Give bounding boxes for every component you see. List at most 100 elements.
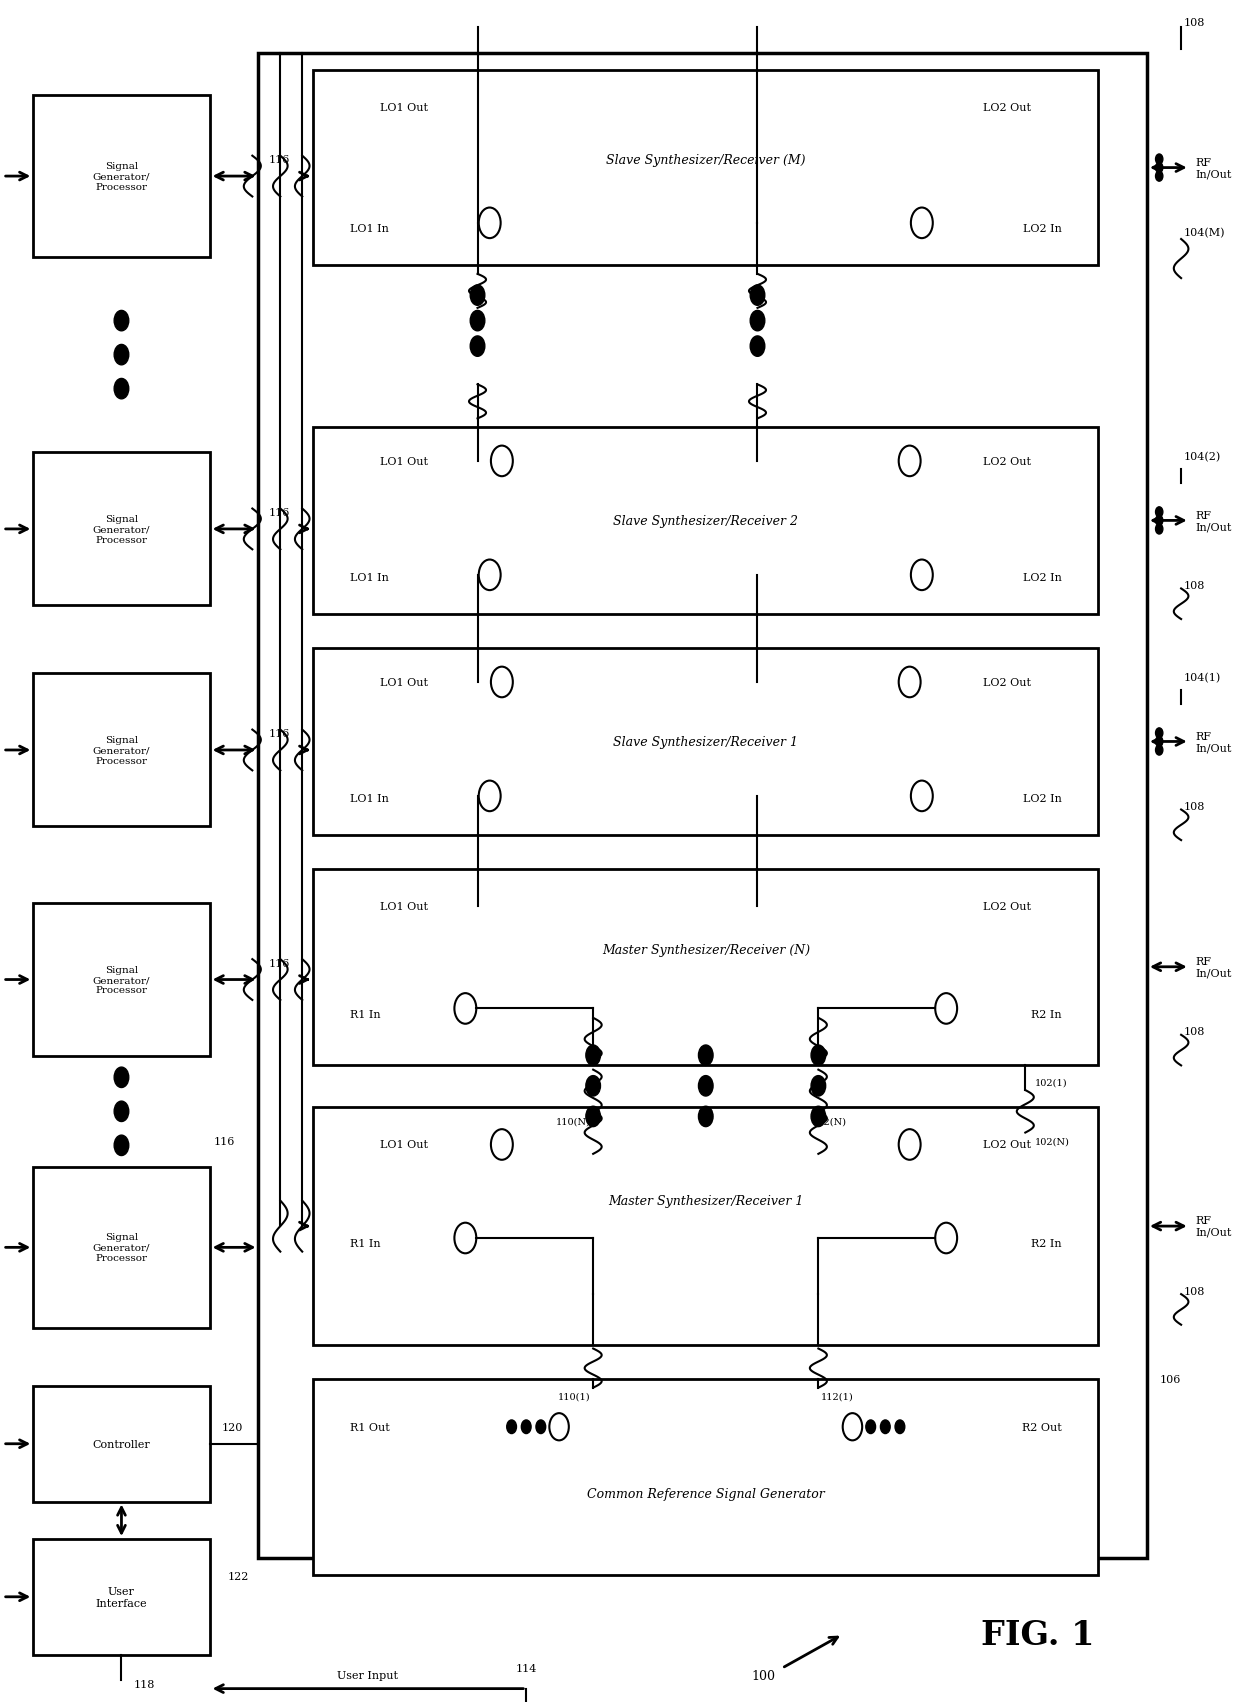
- Text: R1 Out: R1 Out: [350, 1422, 389, 1432]
- Text: 108: 108: [1183, 801, 1205, 812]
- Text: Master Synthesizer/Receiver (N): Master Synthesizer/Receiver (N): [601, 945, 810, 957]
- Bar: [33, 1540, 210, 1654]
- Text: Slave Synthesizer/Receiver 1: Slave Synthesizer/Receiver 1: [614, 735, 799, 748]
- Bar: [33, 904, 210, 1057]
- Text: 102(1): 102(1): [1035, 1078, 1068, 1086]
- Text: LO1 In: LO1 In: [350, 793, 388, 803]
- Circle shape: [470, 286, 485, 307]
- Text: LO1 In: LO1 In: [350, 223, 388, 234]
- Circle shape: [1156, 737, 1163, 747]
- Circle shape: [585, 1045, 600, 1066]
- Circle shape: [811, 1076, 826, 1096]
- Text: Slave Synthesizer/Receiver 2: Slave Synthesizer/Receiver 2: [614, 515, 799, 527]
- Text: User
Interface: User Interface: [95, 1586, 148, 1608]
- Text: 116: 116: [268, 958, 289, 968]
- Text: R2 In: R2 In: [1032, 1238, 1061, 1248]
- Text: 104(M): 104(M): [1183, 228, 1225, 239]
- Bar: [314, 1379, 1099, 1575]
- Text: LO1 Out: LO1 Out: [381, 1141, 428, 1149]
- Text: LO1 Out: LO1 Out: [381, 102, 428, 113]
- Bar: [258, 55, 1147, 1558]
- Text: LO2 In: LO2 In: [1023, 793, 1061, 803]
- Circle shape: [895, 1420, 905, 1434]
- Circle shape: [470, 336, 485, 356]
- Text: 116: 116: [268, 728, 289, 738]
- Text: Signal
Generator/
Processor: Signal Generator/ Processor: [93, 1233, 150, 1262]
- Circle shape: [1156, 745, 1163, 755]
- Text: 102(N): 102(N): [1035, 1137, 1070, 1146]
- Bar: [314, 70, 1099, 266]
- Text: Signal
Generator/
Processor: Signal Generator/ Processor: [93, 965, 150, 994]
- Text: User Input: User Input: [337, 1669, 398, 1679]
- Text: 116: 116: [268, 155, 289, 165]
- Text: 114: 114: [516, 1664, 537, 1673]
- Circle shape: [880, 1420, 890, 1434]
- Text: LO2 Out: LO2 Out: [983, 102, 1032, 113]
- Circle shape: [114, 379, 129, 399]
- Text: LO2 In: LO2 In: [1023, 223, 1061, 234]
- Circle shape: [507, 1420, 517, 1434]
- Text: RF
In/Out: RF In/Out: [1195, 731, 1233, 754]
- Text: RF
In/Out: RF In/Out: [1195, 157, 1233, 179]
- Circle shape: [114, 1101, 129, 1122]
- Circle shape: [698, 1107, 713, 1127]
- Text: 122: 122: [228, 1572, 249, 1582]
- Text: LO2 Out: LO2 Out: [983, 677, 1032, 687]
- Text: R1 In: R1 In: [350, 1238, 381, 1248]
- Text: 108: 108: [1183, 1286, 1205, 1296]
- Text: LO1 Out: LO1 Out: [381, 902, 428, 912]
- Text: 100: 100: [751, 1669, 775, 1681]
- Bar: [33, 673, 210, 827]
- Text: RF
In/Out: RF In/Out: [1195, 1216, 1233, 1238]
- Circle shape: [750, 336, 765, 356]
- Text: Signal
Generator/
Processor: Signal Generator/ Processor: [93, 162, 150, 193]
- Text: 104(2): 104(2): [1183, 452, 1221, 462]
- Text: LO2 In: LO2 In: [1023, 573, 1061, 581]
- Circle shape: [470, 312, 485, 331]
- Text: 116: 116: [213, 1137, 236, 1146]
- Text: LO2 Out: LO2 Out: [983, 902, 1032, 912]
- Circle shape: [698, 1045, 713, 1066]
- Circle shape: [866, 1420, 875, 1434]
- Text: LO2 Out: LO2 Out: [983, 457, 1032, 467]
- Bar: [33, 1386, 210, 1502]
- Text: 108: 108: [1183, 581, 1205, 590]
- Circle shape: [1156, 728, 1163, 738]
- Text: 110(N): 110(N): [556, 1117, 590, 1125]
- Text: 118: 118: [134, 1678, 155, 1688]
- Text: 108: 108: [1183, 19, 1205, 29]
- Text: R1 In: R1 In: [350, 1009, 381, 1020]
- Text: 104(1): 104(1): [1183, 672, 1221, 682]
- Circle shape: [521, 1420, 531, 1434]
- Text: Controller: Controller: [93, 1439, 150, 1449]
- Bar: [314, 1108, 1099, 1345]
- Circle shape: [114, 312, 129, 331]
- Text: 106: 106: [1159, 1374, 1180, 1384]
- Text: FIG. 1: FIG. 1: [981, 1618, 1094, 1650]
- Bar: [314, 870, 1099, 1066]
- Bar: [33, 1166, 210, 1328]
- Circle shape: [585, 1076, 600, 1096]
- Circle shape: [114, 1136, 129, 1156]
- Bar: [33, 95, 210, 257]
- Text: Master Synthesizer/Receiver 1: Master Synthesizer/Receiver 1: [608, 1195, 804, 1207]
- Text: 112(N): 112(N): [812, 1117, 847, 1125]
- Text: R2 In: R2 In: [1032, 1009, 1061, 1020]
- Bar: [314, 648, 1099, 835]
- Circle shape: [811, 1107, 826, 1127]
- Bar: [33, 454, 210, 605]
- Text: 120: 120: [222, 1422, 243, 1432]
- Circle shape: [750, 312, 765, 331]
- Text: Slave Synthesizer/Receiver (M): Slave Synthesizer/Receiver (M): [606, 153, 806, 167]
- Circle shape: [1156, 508, 1163, 518]
- Text: Common Reference Signal Generator: Common Reference Signal Generator: [587, 1487, 825, 1500]
- Text: 108: 108: [1183, 1026, 1205, 1037]
- Text: RF
In/Out: RF In/Out: [1195, 510, 1233, 532]
- Circle shape: [1156, 155, 1163, 165]
- Circle shape: [114, 1067, 129, 1088]
- Circle shape: [698, 1076, 713, 1096]
- Text: RF
In/Out: RF In/Out: [1195, 957, 1233, 979]
- Circle shape: [1156, 164, 1163, 174]
- Text: 116: 116: [268, 508, 289, 518]
- Text: 110(1): 110(1): [558, 1391, 590, 1402]
